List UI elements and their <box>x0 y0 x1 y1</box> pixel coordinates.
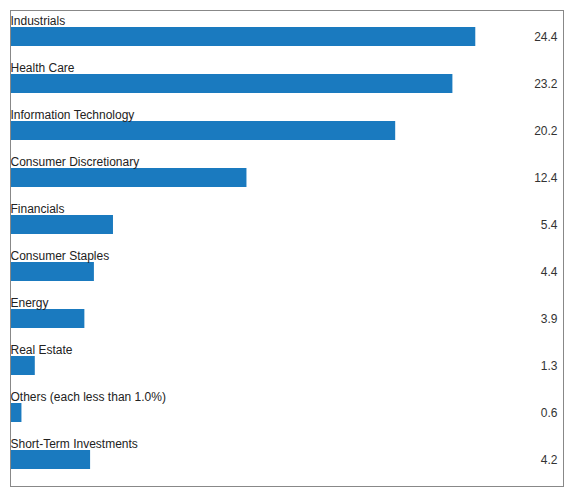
svg-text:Consumer Discretionary: Consumer Discretionary <box>11 155 140 169</box>
svg-text:Financials: Financials <box>11 202 65 216</box>
svg-text:20.2: 20.2 <box>534 124 558 138</box>
svg-text:4.4: 4.4 <box>541 265 558 279</box>
svg-text:Real Estate: Real Estate <box>11 343 73 357</box>
svg-text:12.4: 12.4 <box>534 171 558 185</box>
svg-text:4.2: 4.2 <box>541 453 558 467</box>
svg-text:Energy: Energy <box>11 296 49 310</box>
svg-text:23.2: 23.2 <box>534 77 558 91</box>
svg-text:5.4: 5.4 <box>541 218 558 232</box>
svg-text:0.6: 0.6 <box>541 406 558 420</box>
svg-text:Consumer Staples: Consumer Staples <box>11 249 110 263</box>
svg-text:Industrials: Industrials <box>11 14 66 28</box>
svg-text:Others (each less than 1.0%): Others (each less than 1.0%) <box>11 390 166 404</box>
svg-text:Short-Term Investments: Short-Term Investments <box>11 437 138 451</box>
svg-text:Health Care: Health Care <box>11 61 75 75</box>
svg-text:1.3: 1.3 <box>541 359 558 373</box>
svg-text:3.9: 3.9 <box>541 312 558 326</box>
svg-text:24.4: 24.4 <box>534 30 558 44</box>
svg-text:Information Technology: Information Technology <box>11 108 135 122</box>
